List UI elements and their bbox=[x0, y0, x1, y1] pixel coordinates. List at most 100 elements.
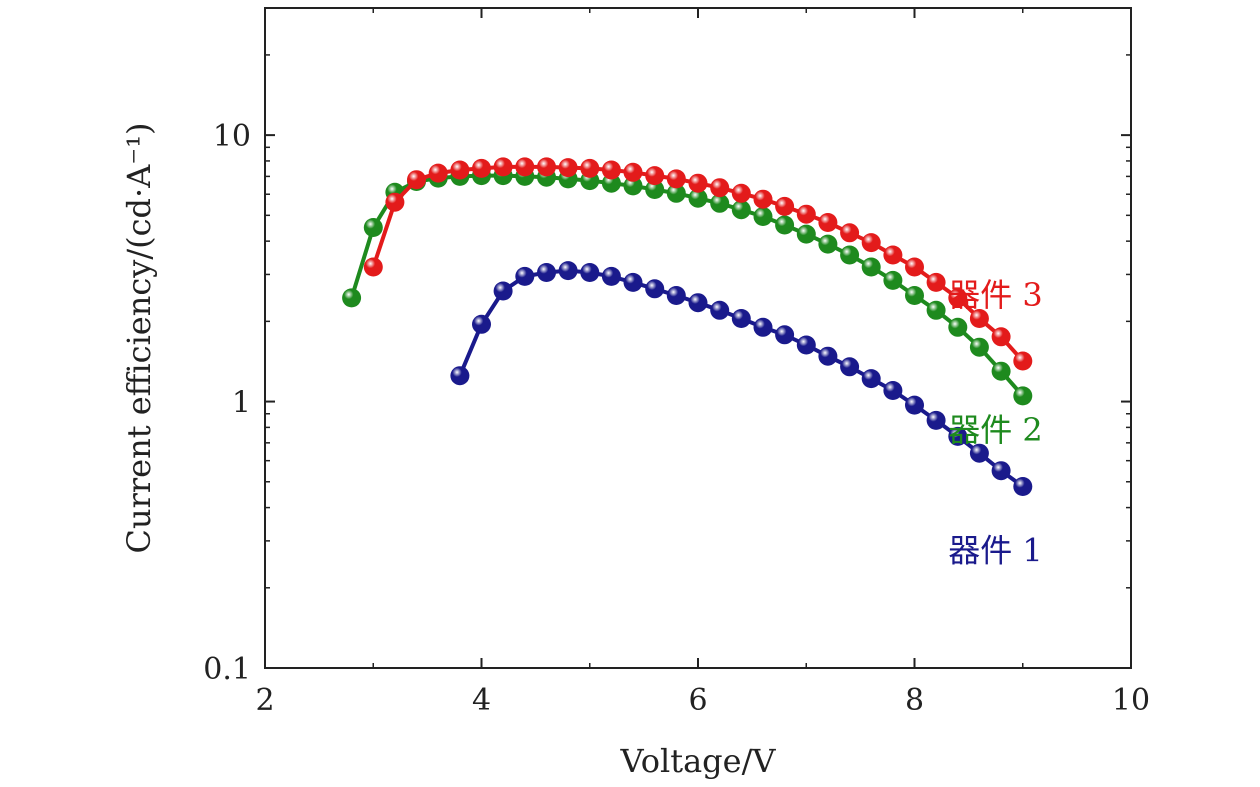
data-point bbox=[731, 183, 751, 203]
data-point bbox=[666, 183, 686, 203]
data-point bbox=[731, 309, 751, 328]
data-point bbox=[796, 335, 816, 355]
data-point bbox=[948, 426, 968, 446]
data-point bbox=[710, 300, 730, 320]
series-3: 器件 3 bbox=[363, 157, 1043, 371]
data-point bbox=[515, 157, 535, 177]
data-point bbox=[861, 257, 881, 277]
x-tick-label-2: 6 bbox=[688, 683, 707, 718]
data-point bbox=[926, 300, 946, 320]
data-point bbox=[666, 169, 686, 189]
y-axis-label: Current efficiency/(cd·A⁻¹) bbox=[120, 122, 158, 553]
data-point bbox=[796, 204, 816, 224]
data-point bbox=[472, 314, 491, 334]
data-point bbox=[905, 395, 924, 415]
data-point bbox=[688, 188, 708, 208]
data-point bbox=[818, 213, 838, 232]
data-point bbox=[948, 288, 968, 308]
x-tick-label-0: 2 bbox=[255, 683, 274, 718]
data-point bbox=[991, 327, 1011, 347]
data-point bbox=[753, 189, 773, 209]
data-point bbox=[775, 325, 795, 345]
axis-labels: Voltage/V Current efficiency/(cd·A⁻¹) bbox=[120, 122, 776, 780]
data-point bbox=[818, 234, 838, 254]
data-point bbox=[493, 157, 513, 177]
data-point bbox=[905, 286, 924, 305]
x-tick-label-1: 4 bbox=[472, 683, 491, 718]
data-point bbox=[428, 163, 448, 183]
data-point bbox=[601, 173, 621, 193]
data-point bbox=[688, 293, 708, 313]
data-point bbox=[991, 461, 1011, 481]
data-point bbox=[537, 157, 556, 177]
data-point bbox=[363, 218, 383, 237]
data-point bbox=[1013, 386, 1033, 406]
data-point bbox=[861, 369, 881, 389]
data-point bbox=[883, 270, 903, 290]
data-point bbox=[840, 357, 860, 377]
data-point bbox=[407, 170, 426, 190]
x-tick-label-4: 10 bbox=[1112, 683, 1150, 718]
data-point bbox=[969, 443, 989, 463]
data-point bbox=[753, 317, 773, 337]
data-point bbox=[450, 160, 470, 180]
data-point bbox=[840, 223, 860, 243]
data-point bbox=[623, 176, 643, 196]
data-point bbox=[1013, 477, 1033, 496]
data-point bbox=[775, 196, 795, 216]
y-tick-label-2: 10 bbox=[213, 119, 251, 154]
data-point bbox=[840, 245, 860, 265]
data-point bbox=[558, 261, 578, 281]
data-point bbox=[472, 158, 491, 178]
data-point bbox=[385, 192, 405, 212]
data-point bbox=[623, 162, 643, 182]
y-tick-label-1: 1 bbox=[232, 386, 251, 421]
x-axis-label: Voltage/V bbox=[620, 742, 777, 780]
data-point bbox=[450, 366, 470, 386]
data-point bbox=[645, 180, 665, 199]
data-point bbox=[580, 158, 600, 178]
data-point bbox=[1013, 351, 1033, 371]
data-point bbox=[342, 288, 362, 308]
series-label-2: 器件 2 bbox=[948, 411, 1043, 449]
data-point bbox=[861, 233, 881, 253]
series-label-1: 器件 1 bbox=[948, 532, 1043, 570]
data-point bbox=[580, 263, 600, 282]
data-point bbox=[363, 257, 383, 277]
series-1: 器件 1 bbox=[450, 261, 1043, 570]
data-point bbox=[991, 361, 1011, 381]
data-point bbox=[645, 166, 665, 186]
data-point bbox=[926, 272, 946, 292]
data-point bbox=[731, 200, 751, 220]
data-point bbox=[601, 160, 621, 180]
data-point bbox=[558, 158, 578, 178]
data-point bbox=[623, 272, 643, 292]
series-layer: 器件 1 器件 2 器件 3 bbox=[342, 157, 1043, 570]
data-point bbox=[818, 346, 838, 366]
data-point bbox=[926, 410, 946, 430]
data-point bbox=[601, 266, 621, 286]
data-point bbox=[969, 309, 989, 328]
data-point bbox=[537, 263, 556, 282]
axis-ticks: 2 4 6 8 10 0.1 1 10 bbox=[203, 8, 1150, 718]
data-point bbox=[666, 286, 686, 305]
x-tick-label-3: 8 bbox=[905, 683, 924, 718]
data-point bbox=[883, 381, 903, 400]
data-point bbox=[796, 224, 816, 244]
data-point bbox=[710, 193, 730, 213]
data-point bbox=[645, 279, 665, 299]
data-point bbox=[905, 257, 924, 277]
y-tick-label-0: 0.1 bbox=[203, 652, 251, 687]
data-point bbox=[969, 337, 989, 357]
data-point bbox=[948, 317, 968, 337]
data-point bbox=[753, 207, 773, 226]
data-point bbox=[493, 281, 513, 301]
series-label-3: 器件 3 bbox=[948, 276, 1043, 314]
data-point bbox=[775, 215, 795, 235]
series-line-2 bbox=[349, 173, 1025, 398]
data-point bbox=[688, 173, 708, 193]
data-point bbox=[883, 245, 903, 265]
data-point bbox=[710, 178, 730, 198]
data-point bbox=[515, 266, 535, 286]
